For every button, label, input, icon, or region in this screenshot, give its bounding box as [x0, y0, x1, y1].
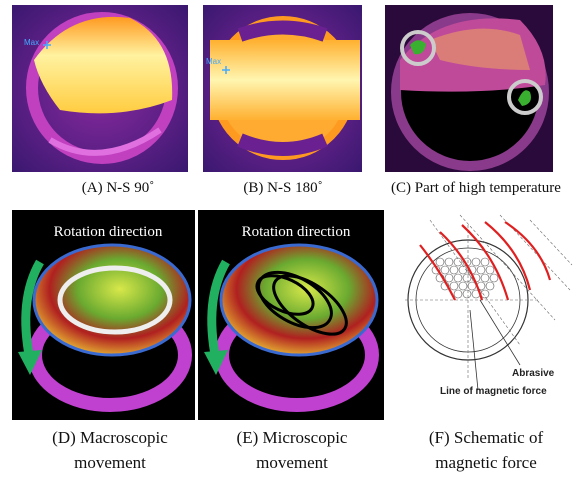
- panel-e: [198, 210, 384, 420]
- max-label: Max: [206, 57, 221, 66]
- panel-f: [405, 215, 572, 390]
- caption: (F) Schematic of: [429, 428, 544, 447]
- caption: (A) N-S 90˚: [82, 180, 155, 196]
- panel-c: [385, 5, 553, 172]
- annotation: Line of magnetic force: [440, 386, 547, 397]
- panel-a: [12, 5, 188, 172]
- caption: (C) Part of high temperature: [391, 180, 561, 196]
- caption: (B) N-S 180˚: [243, 180, 322, 196]
- caption: (D) Macroscopic: [52, 428, 168, 447]
- caption: movement: [256, 453, 328, 472]
- caption: magnetic force: [435, 453, 536, 472]
- panel-b: [203, 5, 362, 172]
- panel-label: Rotation direction: [242, 224, 351, 240]
- max-label: Max: [24, 38, 39, 47]
- panel-label: Rotation direction: [54, 224, 163, 240]
- panel-d: [12, 210, 195, 420]
- figure: Max (A) N-S 90˚ Max (B) N-S 180˚ (C) Par…: [0, 0, 576, 479]
- caption: (E) Microscopic: [237, 428, 348, 447]
- caption: movement: [74, 453, 146, 472]
- annotation: Abrasive: [512, 368, 555, 379]
